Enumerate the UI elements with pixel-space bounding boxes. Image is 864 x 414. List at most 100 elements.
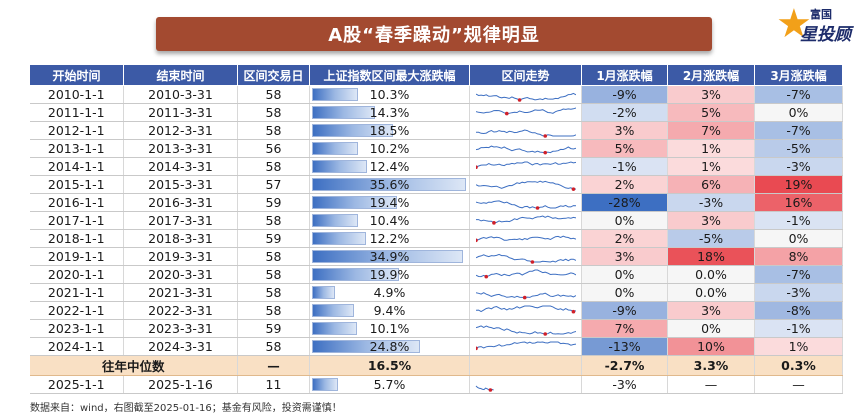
trend-cell <box>469 193 582 212</box>
max-change-bar <box>312 178 467 191</box>
logo-small-text: 富国 <box>810 8 832 21</box>
trading-days-cell: 58 <box>237 211 310 230</box>
trend-cell <box>469 229 582 248</box>
trading-days-cell: 59 <box>237 193 310 212</box>
max-change-cell: 9.4% <box>309 301 470 320</box>
end-date-cell: 2019-3-31 <box>123 247 238 266</box>
end-date-cell: 2022-3-31 <box>123 301 238 320</box>
table-row: 2017-1-1 2017-3-31 58 10.4% 0% 3% -1% <box>29 211 843 230</box>
max-change-cell: 10.3% <box>309 85 470 104</box>
start-date-cell: 2025-1-1 <box>29 375 124 394</box>
end-date-cell: 2025-1-16 <box>123 375 238 394</box>
trend-sparkline <box>475 253 576 264</box>
sparkline-low-marker <box>542 331 547 336</box>
sparkline-path <box>475 160 576 168</box>
sparkline-low-marker <box>491 220 496 225</box>
mar-change-cell: -1% <box>754 319 843 338</box>
feb-change-cell: 3% <box>667 85 755 104</box>
max-change-value: 14.3% <box>369 105 410 120</box>
feb-change-cell: — <box>667 375 755 394</box>
max-change-bar <box>312 378 339 391</box>
sparkline-low-marker <box>530 259 534 264</box>
trading-days-cell: 58 <box>237 85 310 104</box>
table-row: 2021-1-1 2021-3-31 58 4.9% 0% 0.0% -3% <box>29 283 843 302</box>
start-date-cell: 2024-1-1 <box>29 337 124 356</box>
sparkline-low-marker <box>488 387 493 392</box>
trend-cell <box>469 157 582 176</box>
trading-days-cell: 58 <box>237 265 310 284</box>
table-row: 2016-1-1 2016-3-31 59 19.4% -28% -3% 16% <box>29 193 843 212</box>
table-row: 2023-1-1 2023-3-31 59 10.1% 7% 0% -1% <box>29 319 843 338</box>
feb-change-cell: 0.0% <box>667 283 755 302</box>
max-change-bar <box>312 214 359 227</box>
jan-change-cell: 0% <box>581 265 668 284</box>
mar-change-cell: -7% <box>754 85 843 104</box>
max-change-bar <box>312 322 358 335</box>
max-change-cell: 12.4% <box>309 157 470 176</box>
max-change-value: 19.9% <box>369 267 410 282</box>
trend-sparkline <box>475 145 576 154</box>
median-feb-cell: 3.3% <box>667 355 755 376</box>
start-date-cell: 2017-1-1 <box>29 211 124 230</box>
sparkline-low-marker <box>542 133 547 138</box>
max-change-cell: 12.2% <box>309 229 470 248</box>
trading-days-cell: 58 <box>237 103 310 122</box>
end-date-cell: 2017-3-31 <box>123 211 238 230</box>
sparkline-low-marker <box>542 150 547 154</box>
max-change-bar <box>312 88 359 101</box>
trend-cell <box>469 283 582 302</box>
max-change-bar <box>312 268 400 281</box>
sparkline-path <box>475 107 576 114</box>
feb-change-cell: 1% <box>667 157 755 176</box>
trend-cell <box>469 211 582 230</box>
table-row: 2018-1-1 2018-3-31 59 12.2% 2% -5% 0% <box>29 229 843 248</box>
trend-cell <box>469 337 582 356</box>
max-change-value: 12.4% <box>369 159 410 174</box>
feb-change-cell: -3% <box>667 193 755 212</box>
sparkline-path <box>475 340 576 349</box>
mar-change-cell: 1% <box>754 337 843 356</box>
feb-change-cell: 18% <box>667 247 755 266</box>
feb-change-cell: 10% <box>667 337 755 356</box>
current-year-row: 2025-1-1 2025-1-16 11 5.7% -3% — — <box>29 375 843 394</box>
trend-cell <box>469 85 582 104</box>
max-change-bar <box>312 232 367 245</box>
max-change-cell: 34.9% <box>309 247 470 266</box>
mar-change-cell: 0% <box>754 103 843 122</box>
feb-change-cell: 5% <box>667 103 755 122</box>
trend-cell <box>469 319 582 338</box>
header-start-date: 开始时间 <box>29 64 124 86</box>
sparkline-low-marker <box>571 309 575 314</box>
trading-days-cell: 58 <box>237 283 310 302</box>
feb-change-cell: 3% <box>667 301 755 320</box>
max-change-bar <box>312 124 394 137</box>
max-change-cell: 35.6% <box>309 175 470 194</box>
mar-change-cell: 0% <box>754 229 843 248</box>
median-row: 往年中位数 —16.5% -2.7% 3.3% 0.3% <box>29 355 843 376</box>
sparkline-path <box>475 92 576 101</box>
jan-change-cell: 5% <box>581 139 668 158</box>
max-change-bar <box>312 340 421 353</box>
end-date-cell: 2011-3-31 <box>123 103 238 122</box>
table-row: 2024-1-1 2024-3-31 58 24.8% -13% 10% 1% <box>29 337 843 356</box>
max-change-cell: 10.2% <box>309 139 470 158</box>
spring-rally-table: 开始时间 结束时间 区间交易日 上证指数区间最大涨跌幅 区间走势 1月涨跌幅 2… <box>29 64 843 394</box>
max-change-value: 24.8% <box>369 339 410 354</box>
sparkline-path <box>475 324 576 335</box>
max-change-cell: 14.3% <box>309 103 470 122</box>
feb-change-cell: 6% <box>667 175 755 194</box>
max-change-cell: 4.9% <box>309 283 470 302</box>
sparkline-low-marker <box>535 205 539 210</box>
trading-days-cell: 11 <box>237 375 310 394</box>
table-row: 2019-1-1 2019-3-31 58 34.9% 3% 18% 8% <box>29 247 843 266</box>
jan-change-cell: 2% <box>581 229 668 248</box>
max-change-value: 10.1% <box>369 321 410 336</box>
trend-cell <box>469 375 582 394</box>
table-header-row: 开始时间 结束时间 区间交易日 上证指数区间最大涨跌幅 区间走势 1月涨跌幅 2… <box>29 64 843 86</box>
trend-sparkline <box>475 235 576 242</box>
max-change-value: 10.2% <box>369 141 410 156</box>
logo-big-text: 星投顾 <box>800 25 851 45</box>
trend-sparkline <box>475 340 576 350</box>
end-date-cell: 2020-3-31 <box>123 265 238 284</box>
sparkline-path <box>475 269 576 277</box>
